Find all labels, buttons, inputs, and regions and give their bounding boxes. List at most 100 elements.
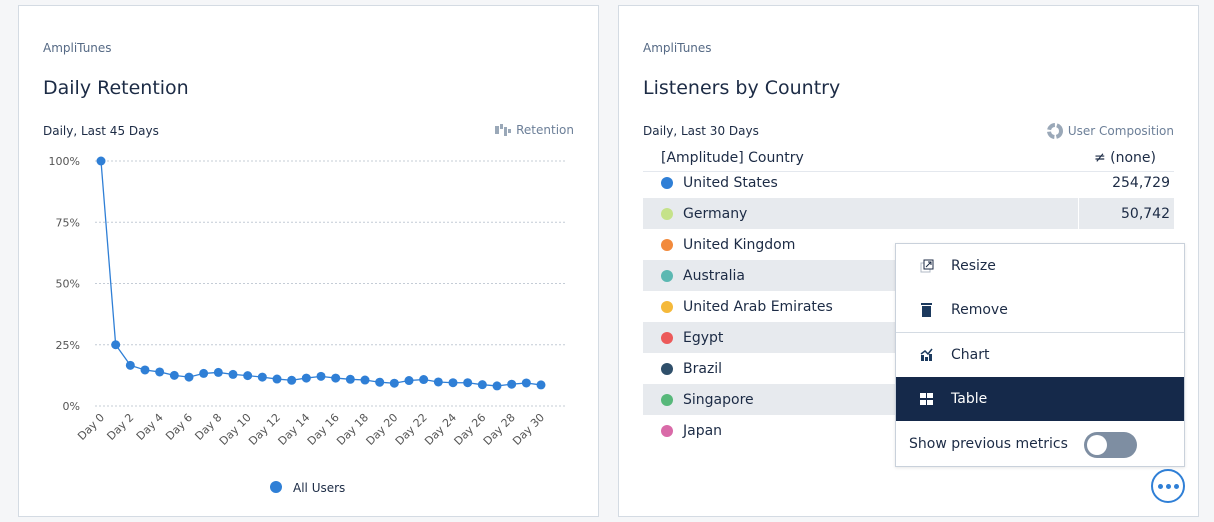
table-row[interactable]: Brazil [643, 353, 1174, 384]
series-color-dot [661, 331, 673, 344]
table-row[interactable]: Germany 50,742 [643, 198, 1174, 229]
table-row[interactable]: Japan [643, 415, 1174, 446]
chart-type-label: Retention [516, 123, 574, 137]
x-tick-label: Day 26 [452, 411, 489, 448]
x-tick-label: Day 2 [104, 411, 136, 443]
options-menu: Resize Remove Chart Table Show previous … [895, 243, 1185, 467]
x-tick-label: Day 10 [217, 411, 254, 448]
series-color-dot [661, 269, 673, 282]
x-tick-label: Day 12 [246, 411, 283, 448]
data-point [301, 373, 311, 383]
x-tick-label: Day 14 [276, 411, 313, 448]
x-tick-label: Day 4 [134, 411, 166, 443]
data-point [507, 379, 517, 389]
data-point [316, 371, 326, 381]
country-name: Egypt [683, 329, 724, 346]
series-color-dot [661, 176, 673, 189]
y-tick-label: 25% [56, 339, 80, 352]
x-tick-label: Day 18 [334, 411, 371, 448]
table-header: [Amplitude] Country ≠ (none) [643, 144, 1174, 172]
data-point [375, 377, 385, 387]
country-name: Singapore [683, 391, 754, 408]
data-point [243, 371, 253, 381]
country-value: 50,742 [1078, 198, 1174, 229]
country-value: 254,729 [1112, 174, 1170, 191]
menu-item-label: Remove [951, 302, 1008, 318]
menu-item-label: Table [951, 391, 988, 407]
data-point [213, 367, 223, 377]
data-point [331, 373, 341, 383]
series-color-dot [661, 393, 673, 406]
data-point [389, 378, 399, 388]
x-tick-label: Day 22 [393, 411, 430, 448]
legend-label: All Users [293, 481, 345, 495]
data-point [433, 377, 443, 387]
country-name: United Arab Emirates [683, 298, 833, 315]
retention-card: AmpliTunes Daily Retention Daily, Last 4… [18, 5, 599, 517]
chart-title[interactable]: Daily Retention [43, 77, 189, 99]
data-point [169, 370, 179, 380]
x-tick-label: Day 28 [481, 411, 518, 448]
table-row[interactable]: United States 254,729 [643, 167, 1174, 198]
data-point [140, 365, 150, 375]
chart-type[interactable]: Retention [495, 123, 574, 137]
menu-item-remove[interactable]: Remove [896, 288, 1184, 332]
data-point [477, 380, 487, 390]
series-color-dot [661, 362, 673, 375]
chart-subtitle: Daily, Last 30 Days [643, 124, 759, 138]
data-point [448, 378, 458, 388]
series-line [100, 160, 542, 387]
series-color-dot [661, 238, 673, 251]
app-name: AmpliTunes [43, 41, 112, 55]
menu-item-table[interactable]: Table [896, 377, 1184, 421]
show-previous-metrics-label: Show previous metrics [909, 436, 1068, 452]
series-color-dot [661, 300, 673, 313]
data-point [111, 340, 121, 350]
country-name: United States [683, 174, 778, 191]
table-row[interactable]: United Kingdom [643, 229, 1174, 260]
series-color-dot [661, 424, 673, 437]
app-name: AmpliTunes [643, 41, 712, 55]
table-icon [920, 393, 933, 405]
y-tick-label: 50% [56, 278, 80, 291]
more-options-button[interactable] [1151, 469, 1185, 503]
data-point [228, 369, 238, 379]
series-color-dot [661, 207, 673, 220]
menu-item-chart[interactable]: Chart [896, 333, 1184, 377]
chart-icon [920, 348, 933, 361]
country-name: Japan [683, 422, 723, 439]
chart-type[interactable]: User Composition [1046, 123, 1174, 139]
data-point [96, 156, 106, 166]
menu-item-resize[interactable]: Resize [896, 244, 1184, 288]
table-row[interactable]: United Arab Emirates [643, 291, 1174, 322]
data-point [404, 376, 414, 386]
data-point [199, 368, 209, 378]
data-point [345, 374, 355, 384]
country-name: Brazil [683, 360, 723, 377]
chart-type-label: User Composition [1067, 124, 1174, 138]
donut-icon [1046, 123, 1063, 139]
data-point [360, 375, 370, 385]
column-property[interactable]: [Amplitude] Country [661, 149, 804, 166]
data-point [125, 360, 135, 370]
y-tick-label: 0% [63, 400, 80, 413]
retention-icon [495, 124, 512, 136]
x-tick-label: Day 20 [364, 411, 401, 448]
x-tick-label: Day 16 [305, 411, 342, 448]
data-point [155, 367, 165, 377]
x-tick-label: Day 24 [422, 411, 459, 448]
data-point [521, 378, 531, 388]
column-value[interactable]: ≠ (none) [1093, 149, 1156, 166]
legend-marker [270, 481, 282, 493]
show-previous-metrics-toggle[interactable] [1084, 432, 1137, 458]
y-tick-label: 75% [56, 216, 80, 229]
menu-divider [896, 332, 1184, 333]
x-tick-label: Day 0 [75, 411, 107, 443]
data-point [492, 381, 502, 391]
chart-title[interactable]: Listeners by Country [643, 77, 841, 99]
menu-item-label: Chart [951, 347, 990, 363]
data-point [419, 375, 429, 385]
toggle-knob [1087, 435, 1107, 455]
data-point [272, 374, 282, 384]
